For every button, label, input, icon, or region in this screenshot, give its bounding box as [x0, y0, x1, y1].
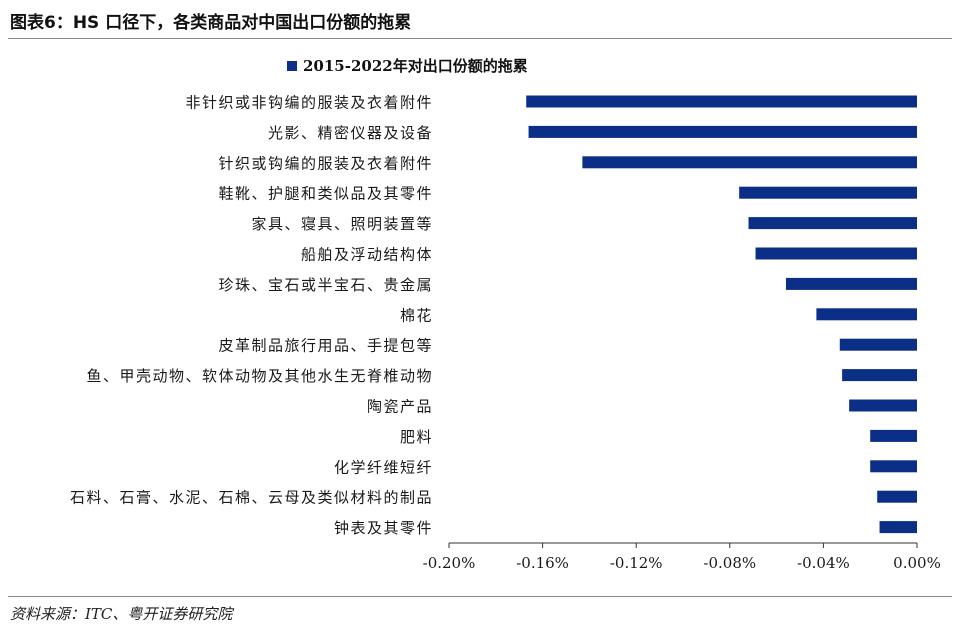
category-label: 针织或钩编的服装及衣着附件: [218, 154, 433, 172]
legend-label: 2015-2022年对出口份额的拖累: [303, 57, 528, 75]
bar: [870, 460, 917, 473]
category-label: 化学纤维短纤: [334, 458, 433, 476]
category-label: 珍珠、宝石或半宝石、贵金属: [218, 276, 433, 294]
bar: [748, 217, 917, 230]
x-tick-label: -0.12%: [610, 554, 663, 572]
category-label: 船舶及浮动结构体: [301, 246, 433, 264]
category-label: 石料、石膏、水泥、石棉、云母及类似材料的制品: [70, 489, 433, 507]
bar: [839, 338, 917, 351]
bars: [526, 95, 917, 534]
category-label: 鱼、甲壳动物、软体动物及其他水生无脊椎动物: [86, 367, 433, 385]
figure-title: 图表6：HS 口径下，各类商品对中国出口份额的拖累: [10, 13, 412, 33]
source-note: 资料来源：ITC、粤开证券研究院: [10, 605, 233, 623]
category-label: 皮革制品旅行用品、手提包等: [218, 337, 433, 355]
category-labels: 非针织或非钩编的服装及衣着附件光影、精密仪器及设备针织或钩编的服装及衣着附件鞋靴…: [70, 94, 433, 538]
bar: [739, 186, 917, 199]
bar: [877, 490, 917, 503]
x-tick-label: -0.08%: [703, 554, 756, 572]
category-label: 陶瓷产品: [367, 398, 433, 416]
category-label: 光影、精密仪器及设备: [268, 124, 433, 142]
top-divider: [8, 38, 952, 39]
bar: [528, 125, 917, 138]
x-tick-label: -0.16%: [516, 554, 569, 572]
legend-swatch: [287, 61, 297, 71]
x-axis: -0.20% -0.16% -0.12% -0.08% -0.04% 0.00%: [423, 542, 941, 572]
category-label: 肥料: [400, 428, 433, 446]
x-tick-label: -0.04%: [797, 554, 850, 572]
bar: [879, 521, 917, 534]
bar: [582, 156, 917, 169]
bar-chart: 2015-2022年对出口份额的拖累 非针织或非钩编的服装及衣着附件光影、精密仪…: [70, 57, 941, 572]
category-label: 鞋靴、护腿和类似品及其零件: [218, 185, 433, 203]
bottom-divider: [8, 596, 952, 597]
category-label: 钟表及其零件: [334, 519, 433, 537]
bar: [870, 429, 917, 442]
bar: [755, 247, 917, 260]
bar: [849, 399, 917, 412]
bar: [842, 369, 917, 382]
bar: [526, 95, 917, 108]
x-tick-label: -0.20%: [423, 554, 476, 572]
bar: [785, 277, 917, 290]
category-label: 非针织或非钩编的服装及衣着附件: [185, 94, 433, 112]
category-label: 家具、寝具、照明装置等: [251, 215, 433, 233]
category-label: 棉花: [400, 306, 433, 324]
bar: [816, 308, 917, 321]
x-tick-label: 0.00%: [893, 554, 941, 572]
chart-legend: 2015-2022年对出口份额的拖累: [287, 57, 528, 75]
